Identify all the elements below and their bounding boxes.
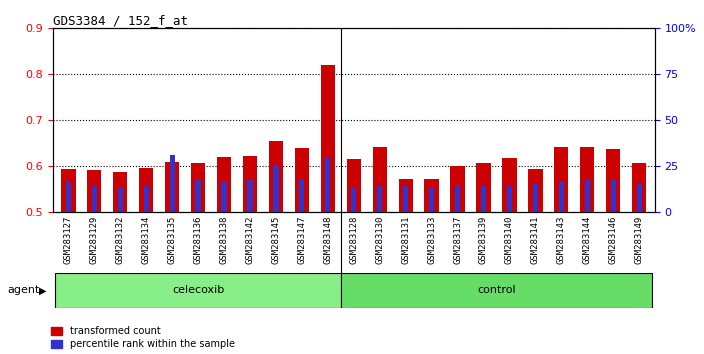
Text: control: control bbox=[477, 285, 516, 295]
Bar bbox=[170, 155, 175, 212]
Text: GSM283127: GSM283127 bbox=[64, 215, 73, 264]
Bar bbox=[451, 166, 465, 212]
Text: GSM283128: GSM283128 bbox=[349, 215, 358, 264]
Bar bbox=[481, 186, 486, 212]
Bar bbox=[403, 186, 408, 212]
Text: GSM283140: GSM283140 bbox=[505, 215, 514, 264]
Bar bbox=[113, 172, 127, 212]
Bar bbox=[144, 186, 149, 212]
Bar bbox=[580, 147, 594, 212]
Text: ▶: ▶ bbox=[39, 285, 46, 295]
Bar bbox=[118, 187, 123, 212]
Bar bbox=[346, 160, 361, 212]
Legend: transformed count, percentile rank within the sample: transformed count, percentile rank withi… bbox=[51, 326, 235, 349]
Bar bbox=[247, 180, 253, 212]
Text: GSM283139: GSM283139 bbox=[479, 215, 488, 264]
Text: GSM283147: GSM283147 bbox=[297, 215, 306, 264]
Bar bbox=[351, 187, 356, 212]
Text: GSM283143: GSM283143 bbox=[557, 215, 566, 264]
Bar bbox=[425, 179, 439, 212]
Text: GSM283135: GSM283135 bbox=[168, 215, 177, 264]
Bar bbox=[477, 163, 491, 212]
Bar bbox=[377, 186, 382, 212]
Text: GSM283145: GSM283145 bbox=[272, 215, 280, 264]
Text: GSM283129: GSM283129 bbox=[90, 215, 99, 264]
Bar bbox=[554, 147, 568, 212]
Text: GDS3384 / 152_f_at: GDS3384 / 152_f_at bbox=[53, 14, 188, 27]
Bar bbox=[606, 149, 620, 212]
Text: GSM283138: GSM283138 bbox=[220, 215, 229, 264]
Text: GSM283142: GSM283142 bbox=[246, 215, 254, 264]
Bar bbox=[269, 141, 283, 212]
Bar bbox=[273, 165, 279, 212]
Bar bbox=[321, 65, 335, 212]
Bar bbox=[455, 185, 460, 212]
Bar bbox=[429, 187, 434, 212]
Bar bbox=[61, 169, 75, 212]
Bar bbox=[87, 170, 101, 212]
Bar bbox=[502, 158, 517, 212]
Bar bbox=[243, 156, 257, 212]
Bar bbox=[295, 148, 309, 212]
Bar bbox=[559, 183, 564, 212]
Text: GSM283146: GSM283146 bbox=[609, 215, 617, 264]
Text: GSM283148: GSM283148 bbox=[323, 215, 332, 264]
Bar bbox=[584, 180, 590, 212]
Text: GSM283137: GSM283137 bbox=[453, 215, 462, 264]
Bar bbox=[636, 184, 642, 212]
Bar bbox=[610, 179, 616, 212]
Text: GSM283149: GSM283149 bbox=[634, 215, 643, 264]
Text: celecoxib: celecoxib bbox=[172, 285, 224, 295]
Bar bbox=[372, 147, 386, 212]
Bar bbox=[528, 169, 543, 212]
Text: GSM283136: GSM283136 bbox=[194, 215, 203, 264]
Bar bbox=[533, 184, 538, 212]
Text: GSM283132: GSM283132 bbox=[115, 215, 125, 264]
Text: GSM283133: GSM283133 bbox=[427, 215, 436, 264]
Bar bbox=[632, 163, 646, 212]
Bar bbox=[196, 179, 201, 212]
Bar bbox=[222, 183, 227, 212]
Text: GSM283141: GSM283141 bbox=[531, 215, 540, 264]
Text: agent: agent bbox=[7, 285, 39, 295]
Bar bbox=[217, 157, 231, 212]
Bar bbox=[191, 163, 206, 212]
Bar bbox=[398, 179, 413, 212]
Bar bbox=[507, 186, 512, 212]
Bar bbox=[65, 183, 71, 212]
Bar bbox=[299, 179, 304, 212]
Text: GSM283131: GSM283131 bbox=[401, 215, 410, 264]
Text: GSM283134: GSM283134 bbox=[142, 215, 151, 264]
Bar bbox=[139, 168, 153, 212]
Bar bbox=[92, 186, 97, 212]
Bar bbox=[325, 158, 330, 212]
Bar bbox=[165, 162, 180, 212]
Bar bbox=[341, 273, 652, 308]
Text: GSM283130: GSM283130 bbox=[375, 215, 384, 264]
Text: GSM283144: GSM283144 bbox=[583, 215, 592, 264]
Bar bbox=[56, 273, 341, 308]
